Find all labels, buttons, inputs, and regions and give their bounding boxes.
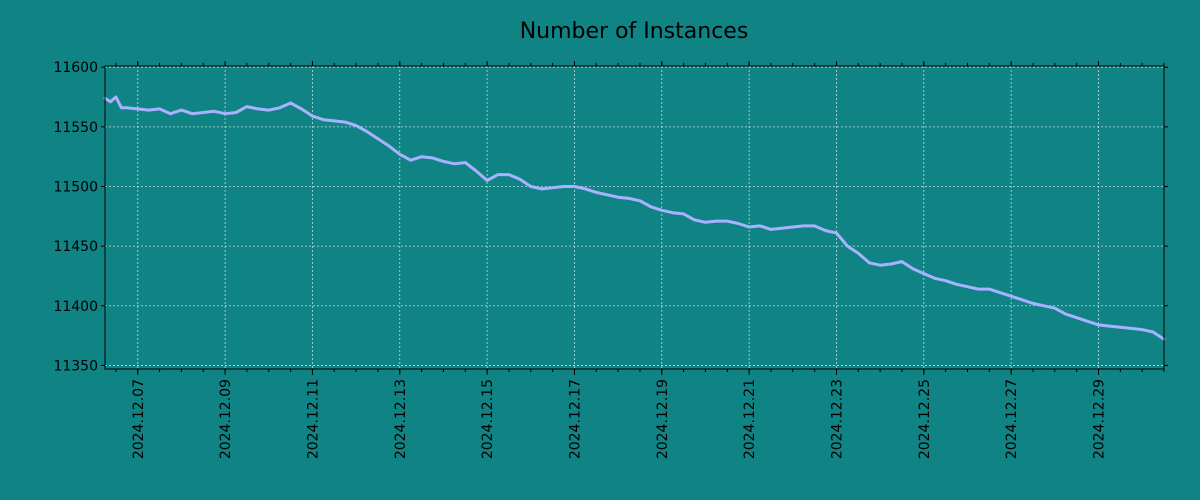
y-axis: 11350 11400 11450 11500 11550 11600 [53,60,1168,374]
y-tick-label: 11400 [53,299,98,315]
x-tick-label: 2024.12.23 [829,379,845,459]
chart-title: Number of Instances [520,19,749,44]
series-line-0 [103,95,1166,341]
series-layer [103,95,1166,341]
grid-lines [105,66,1164,369]
y-tick-label: 11500 [53,179,98,195]
x-tick-label: 2024.12.07 [131,379,147,459]
x-tick-label: 2024.12.21 [742,379,758,459]
x-tick-label: 2024.12.29 [1091,379,1107,459]
y-tick-label: 11350 [53,358,98,374]
x-tick-label: 2024.12.15 [480,379,496,459]
x-tick-label: 2024.12.27 [1004,379,1020,459]
plot-area-frame [104,65,1165,370]
x-tick-label: 2024.12.19 [655,379,671,459]
x-axis: 2024.12.07 2024.12.09 2024.12.11 2024.12.13… [115,61,1165,459]
x-tick-label: 2024.12.13 [393,379,409,459]
y-tick-label: 11550 [53,120,98,136]
x-tick-label: 2024.12.09 [218,379,234,459]
y-tick-label: 11600 [53,60,98,76]
x-tick-label: 2024.12.11 [305,379,321,459]
x-tick-label: 2024.12.25 [917,379,933,459]
x-tick-label: 2024.12.17 [567,379,583,459]
y-tick-label: 11450 [53,239,98,255]
